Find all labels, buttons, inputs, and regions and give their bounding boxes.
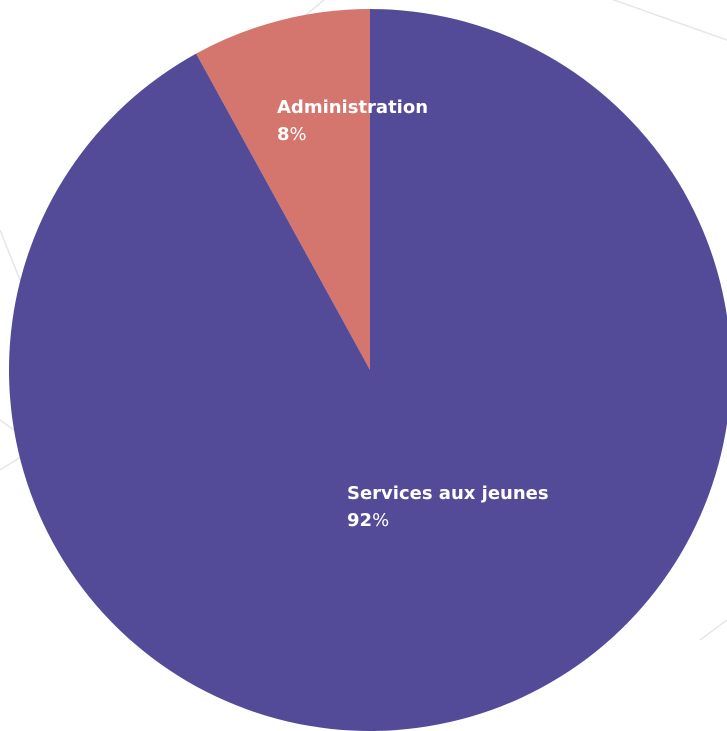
- slice-value-unit: %: [290, 124, 307, 145]
- slice-value-number: 92: [347, 510, 372, 531]
- slice-value-administration: 8%: [277, 124, 307, 145]
- slice-label-administration: Administration: [277, 97, 428, 118]
- pie-labels: Administration 8% Services aux jeunes 92…: [277, 97, 549, 531]
- background-line: [611, 0, 727, 41]
- background-line: [0, 419, 15, 431]
- slice-value-number: 8: [277, 124, 290, 145]
- pie-slice-administration: [196, 9, 370, 370]
- slice-label-services-aux-jeunes: Services aux jeunes: [347, 483, 549, 504]
- pie-slices: [9, 9, 727, 731]
- slice-value-services-aux-jeunes: 92%: [347, 510, 389, 531]
- background-line: [0, 229, 21, 281]
- pie-slice-services-aux-jeunes: [9, 9, 727, 731]
- slice-value-unit: %: [372, 510, 389, 531]
- background-line: [699, 619, 727, 641]
